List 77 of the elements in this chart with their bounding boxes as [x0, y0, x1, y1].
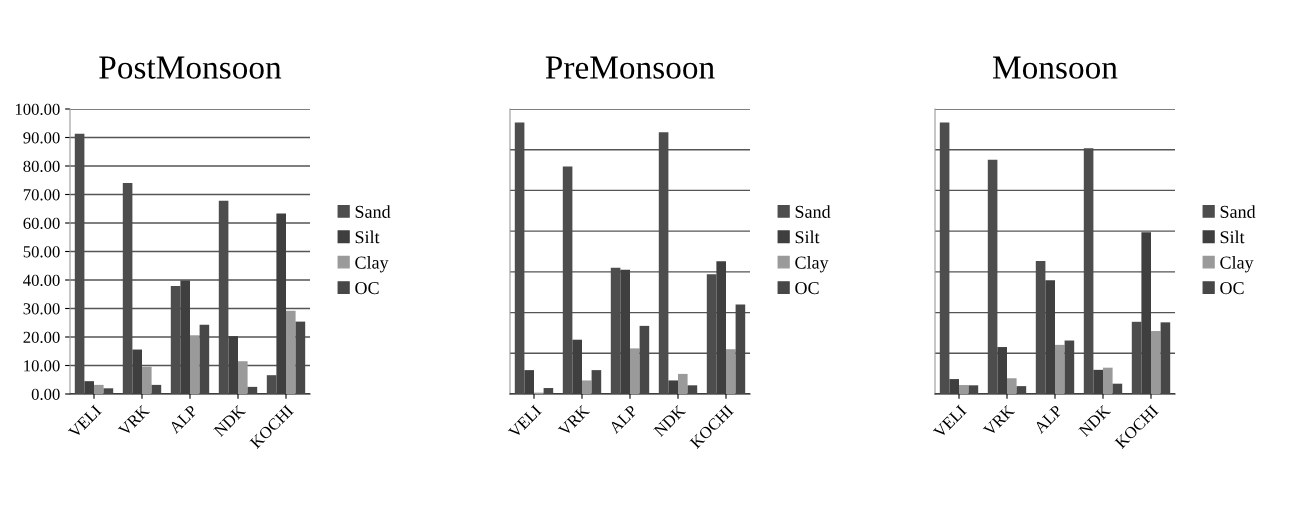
- legend-label: Clay: [355, 255, 389, 273]
- legend-label: Sand: [355, 205, 391, 218]
- bar: [295, 321, 306, 394]
- bar: [276, 213, 286, 394]
- bar: [524, 370, 534, 394]
- x-tick-label: VRK: [557, 404, 591, 437]
- bar: [142, 366, 152, 394]
- bar: [1016, 386, 1027, 394]
- bar: [1151, 331, 1161, 394]
- bar: [266, 375, 277, 394]
- bar: [1064, 340, 1075, 394]
- bar: [582, 380, 592, 394]
- bar: [620, 269, 630, 394]
- y-tick-label: 20.00: [23, 331, 60, 344]
- bar: [1055, 344, 1065, 394]
- legend-label: OC: [795, 282, 819, 295]
- x-tick-label: ALP: [168, 404, 198, 435]
- bar: [132, 349, 142, 394]
- bar: [968, 385, 979, 394]
- legend-label: Silt: [795, 230, 820, 244]
- bar: [1141, 232, 1151, 394]
- bar: [228, 336, 238, 394]
- bar: [687, 385, 698, 394]
- legend-label: Clay: [1220, 255, 1254, 273]
- bar: [716, 261, 726, 394]
- legend-label: Clay: [795, 255, 829, 273]
- bar: [151, 384, 162, 394]
- bar: [1007, 378, 1017, 394]
- bar: [630, 348, 640, 394]
- bar: [668, 380, 678, 394]
- bar: [238, 361, 248, 394]
- legend-label: Silt: [355, 230, 380, 244]
- x-tick-label: VRK: [982, 404, 1016, 437]
- bar: [1103, 367, 1113, 394]
- bar: [639, 325, 650, 394]
- y-tick-label: 90.00: [23, 132, 60, 144]
- chart-title: Monsoon: [992, 56, 1118, 79]
- bar: [247, 386, 258, 394]
- bar: [949, 379, 959, 394]
- bar: [591, 370, 602, 394]
- bar: [84, 381, 94, 394]
- bar: [286, 310, 296, 394]
- bar: [1045, 280, 1055, 394]
- legend-label: OC: [1220, 282, 1244, 295]
- bar: [543, 388, 554, 394]
- y-tick-label: 0.00: [31, 388, 60, 401]
- x-tick-label: ALP: [608, 404, 638, 435]
- bar: [678, 373, 688, 394]
- y-tick-label: 10.00: [24, 360, 60, 372]
- bar: [180, 280, 190, 394]
- legend-label: Sand: [795, 205, 831, 218]
- bar: [94, 384, 104, 394]
- y-tick-label: 70.00: [23, 189, 60, 201]
- legend-label: OC: [355, 282, 379, 295]
- bar: [1093, 369, 1103, 394]
- bar: [735, 304, 746, 394]
- bar: [1112, 383, 1123, 394]
- x-tick-label: ALP: [1033, 404, 1063, 435]
- bar: [190, 335, 200, 394]
- chart-title: PostMonsoon: [99, 56, 282, 79]
- x-tick-label: VRK: [117, 404, 151, 437]
- legend-label: Silt: [1220, 230, 1245, 244]
- bar: [572, 339, 582, 394]
- bar: [103, 388, 114, 394]
- legend-label: Sand: [1220, 205, 1256, 218]
- chart-title: PreMonsoon: [545, 56, 715, 79]
- bar: [1160, 322, 1171, 394]
- y-tick-label: 50.00: [23, 246, 60, 258]
- bar: [726, 349, 736, 394]
- bar: [199, 324, 210, 394]
- y-tick-label: 100.00: [15, 103, 60, 116]
- y-tick-label: 80.00: [23, 160, 60, 173]
- bar: [997, 347, 1007, 394]
- y-tick-label: 30.00: [23, 303, 60, 315]
- bar: [959, 385, 969, 394]
- y-tick-label: 60.00: [23, 217, 60, 230]
- y-tick-label: 40.00: [23, 274, 60, 287]
